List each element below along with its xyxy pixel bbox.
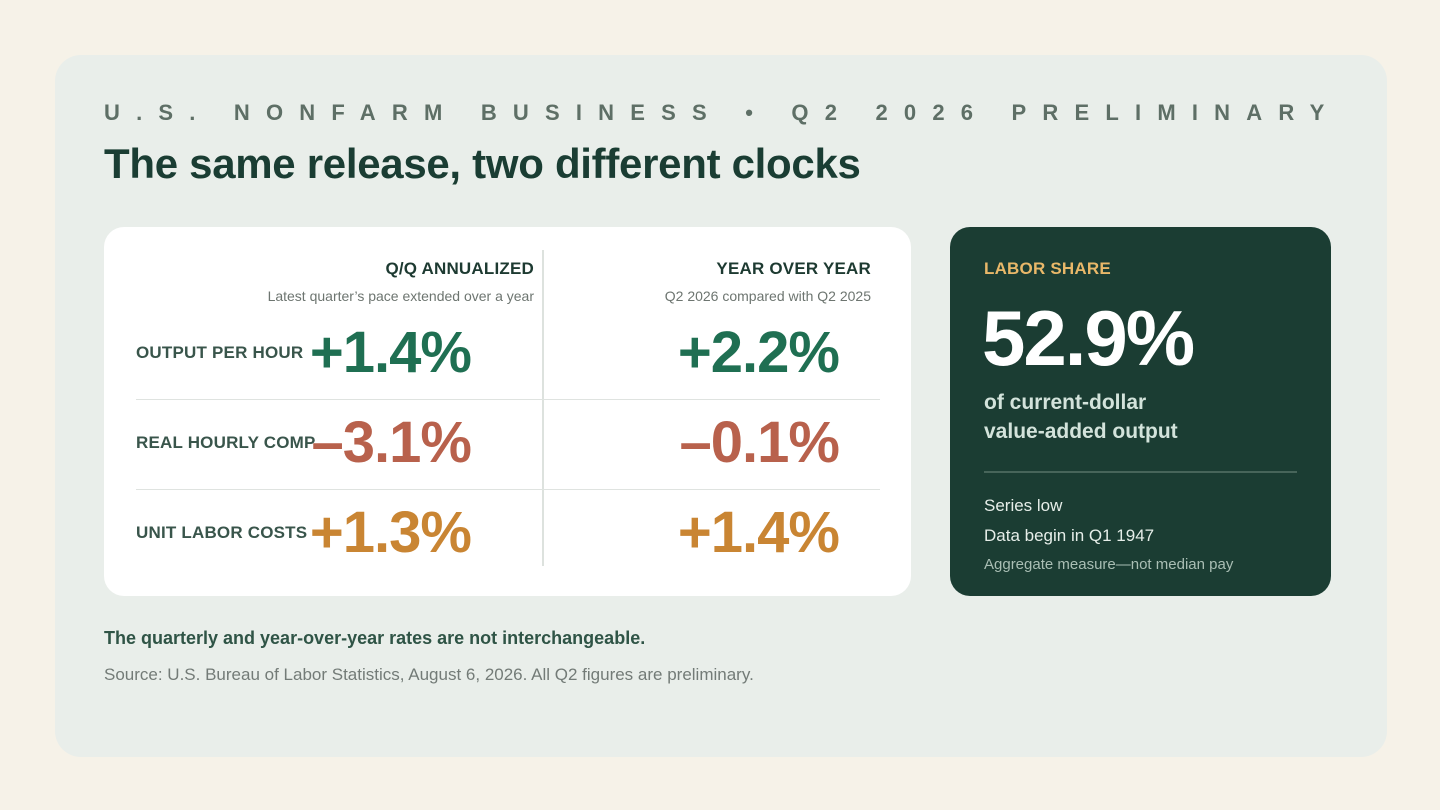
comparison-table [104, 227, 911, 596]
row-label-output-per-hour: OUTPUT PER HOUR [136, 343, 304, 362]
page-title: The same release, two different clocks [104, 140, 861, 187]
eyebrow-label: U.S. NONFARM BUSINESS • Q2 2026 PRELIMIN… [104, 100, 1341, 125]
value-unit-labor-costs-qq: +1.3% [309, 500, 472, 565]
value-output-per-hour-qq: +1.4% [309, 320, 472, 385]
column-header-qq-subtitle: Latest quarter’s pace extended over a ye… [267, 288, 534, 304]
source-note: Source: U.S. Bureau of Labor Statistics,… [104, 665, 754, 684]
labor-share-value: 52.9% [982, 294, 1195, 382]
value-real-hourly-comp-yoy: –0.1% [679, 410, 840, 475]
column-header-yoy-subtitle: Q2 2026 compared with Q2 2025 [664, 288, 871, 304]
takeaway-text: The quarterly and year-over-year rates a… [104, 628, 646, 648]
labor-share-note-series-low: Series low [984, 496, 1063, 515]
column-divider [542, 250, 544, 566]
value-unit-labor-costs-yoy: +1.4% [677, 500, 840, 565]
labor-share-label: LABOR SHARE [984, 259, 1111, 278]
row-label-real-hourly-comp: REAL HOURLY COMP. [136, 433, 319, 452]
column-header-yoy-title: YEAR OVER YEAR [716, 259, 871, 278]
labor-share-note-aggregate: Aggregate measure—not median pay [984, 556, 1234, 573]
value-real-hourly-comp-qq: –3.1% [311, 410, 472, 475]
row-label-unit-labor-costs: UNIT LABOR COSTS [136, 523, 308, 542]
value-output-per-hour-yoy: +2.2% [677, 320, 840, 385]
labor-share-note-data-begin: Data begin in Q1 1947 [984, 526, 1155, 545]
labor-share-panel: LABOR SHARE 52.9% of current-dollar valu… [950, 227, 1331, 596]
labor-share-description-line2: value-added output [984, 420, 1178, 443]
labor-share-divider [984, 471, 1297, 473]
row-divider [136, 399, 880, 400]
column-header-qq: Q/Q ANNUALIZED Latest quarter’s pace ext… [268, 259, 534, 304]
row-divider [136, 489, 880, 490]
labor-share-description-line1: of current-dollar [984, 391, 1147, 414]
labor-share-description: of current-dollar value-added output [984, 388, 1178, 446]
column-header-yoy: YEAR OVER YEAR Q2 2026 compared with Q2 … [665, 259, 871, 304]
column-header-qq-title: Q/Q ANNUALIZED [385, 259, 534, 278]
